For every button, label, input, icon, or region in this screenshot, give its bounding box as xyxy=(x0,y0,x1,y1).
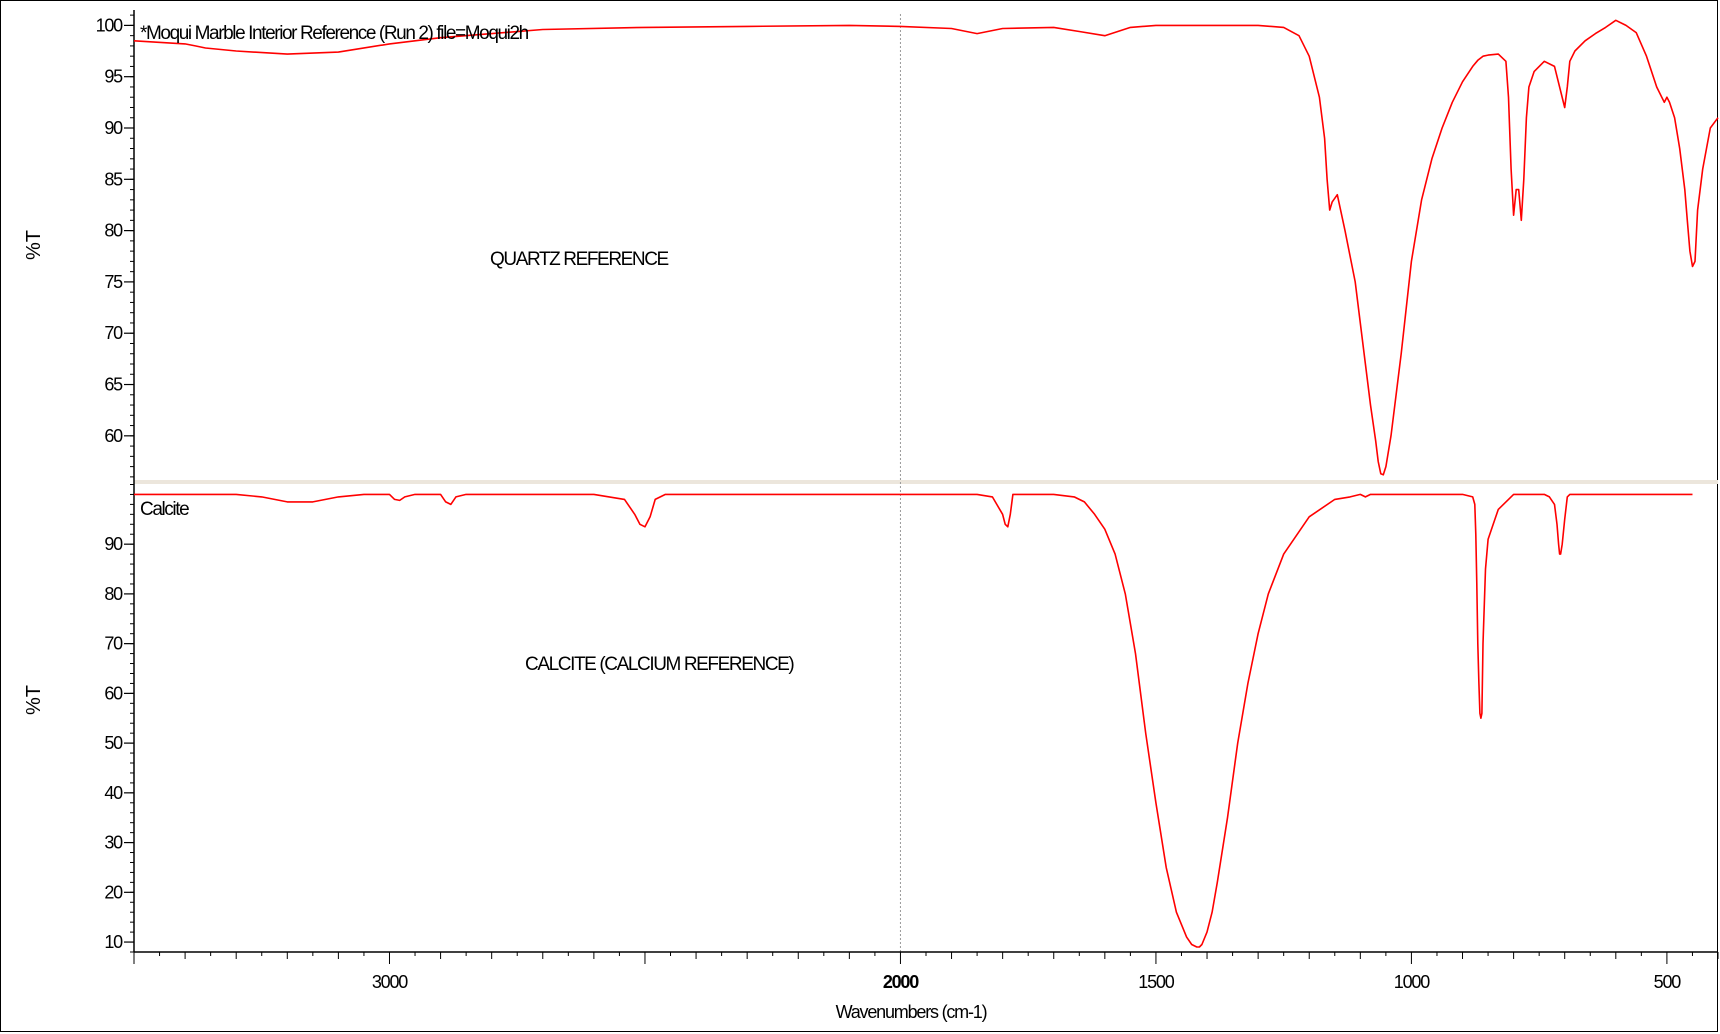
upper-y-tick-label: 65 xyxy=(104,375,123,395)
upper-y-tick-label: 75 xyxy=(104,272,123,292)
upper-y-tick-label: 100 xyxy=(96,15,124,35)
upper-y-axis-label: %T xyxy=(23,230,45,260)
x-axis-label: Wavenumbers (cm-1) xyxy=(836,1002,987,1022)
pane-separator xyxy=(134,480,1718,484)
x-tick-label: 1000 xyxy=(1394,972,1430,992)
upper-y-tick-label: 90 xyxy=(104,118,123,138)
lower-y-tick-label: 80 xyxy=(104,584,123,604)
lower-y-tick-label: 20 xyxy=(104,882,123,902)
x-tick-label: 500 xyxy=(1654,972,1682,992)
lower-y-tick-label: 70 xyxy=(104,634,123,654)
x-tick-label: 2000 xyxy=(883,972,919,992)
upper-spectrum-line xyxy=(133,19,1719,476)
lower-y-tick-label: 10 xyxy=(104,932,123,952)
lower-y-tick-label: 40 xyxy=(104,783,123,803)
lower-y-tick-label: 50 xyxy=(104,733,123,753)
x-tick-label: 1500 xyxy=(1138,972,1174,992)
upper-y-tick-label: 70 xyxy=(104,323,123,343)
upper-y-tick-label: 60 xyxy=(104,426,123,446)
x-tick-label: 3000 xyxy=(372,972,408,992)
lower-y-tick-label: 30 xyxy=(104,833,123,853)
upper-y-tick-label: 95 xyxy=(104,67,123,87)
lower-y-tick-label: 90 xyxy=(104,534,123,554)
upper-y-tick-label: 80 xyxy=(104,221,123,241)
lower-spectrum-line xyxy=(134,493,1693,948)
lower-annotation: CALCITE (CALCIUM REFERENCE) xyxy=(525,654,794,675)
lower-y-tick-label: 60 xyxy=(104,683,123,703)
upper-header-label: *Moqui Marble Interior Reference (Run 2)… xyxy=(140,23,529,44)
upper-y-tick-label: 85 xyxy=(104,169,123,189)
upper-annotation: QUARTZ REFERENCE xyxy=(490,249,669,270)
lower-y-axis-label: %T xyxy=(23,685,45,715)
lower-header-label: Calcite xyxy=(140,499,189,520)
